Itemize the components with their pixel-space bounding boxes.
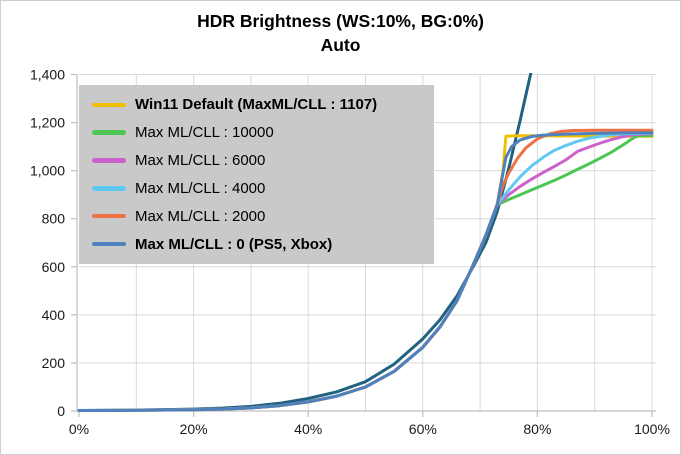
legend-swatch-maxml-2000 [92,213,126,219]
legend-label-maxml-2000: Max ML/CLL : 2000 [135,207,266,225]
legend-swatch-win11-default [92,102,126,108]
legend-item-win11-default[interactable]: Win11 Default (MaxML/CLL : 1107) [79,96,434,113]
y-axis-label: 1,200 [30,115,65,131]
legend-swatch-maxml-10000 [92,130,126,135]
y-axis-label: 200 [42,355,66,371]
x-axis-label: 100% [634,421,670,437]
legend-swatch-maxml-6000 [92,158,126,163]
x-axis-label: 0% [69,421,89,437]
legend-item-maxml-0[interactable]: Max ML/CLL : 0 (PS5, Xbox) [79,236,434,253]
x-axis-label: 20% [180,421,208,437]
legend-swatch-maxml-0 [92,241,126,247]
legend-label-maxml-10000: Max ML/CLL : 10000 [135,124,274,142]
chart-title-block: HDR Brightness (WS:10%, BG:0%) Auto [1,10,680,57]
legend-item-maxml-4000[interactable]: Max ML/CLL : 4000 [79,180,434,197]
x-axis-label: 60% [409,421,437,437]
legend-label-maxml-0: Max ML/CLL : 0 (PS5, Xbox) [135,235,333,253]
legend-item-maxml-6000[interactable]: Max ML/CLL : 6000 [79,152,434,169]
x-axis-label: 40% [294,421,322,437]
y-axis-label: 1,400 [30,67,65,83]
legend-label-maxml-6000: Max ML/CLL : 6000 [135,152,266,170]
y-axis-label: 800 [42,211,66,227]
legend-label-win11-default: Win11 Default (MaxML/CLL : 1107) [135,96,378,114]
legend[interactable]: Win11 Default (MaxML/CLL : 1107) Max ML/C… [79,85,434,264]
chart-subtitle: Auto [320,34,361,55]
y-axis-label: 0 [57,403,65,419]
legend-item-maxml-10000[interactable]: Max ML/CLL : 10000 [79,124,434,141]
x-axis-label: 80% [523,421,551,437]
legend-swatch-maxml-4000 [92,186,126,191]
chart-title: HDR Brightness (WS:10%, BG:0%) [197,11,484,31]
y-axis-label: 400 [42,307,66,323]
legend-item-maxml-2000[interactable]: Max ML/CLL : 2000 [79,208,434,225]
y-axis-label: 600 [42,259,66,275]
series-line-maxml-0[interactable] [77,131,654,412]
legend-label-maxml-4000: Max ML/CLL : 4000 [135,179,266,197]
y-axis-label: 1,000 [30,163,65,179]
